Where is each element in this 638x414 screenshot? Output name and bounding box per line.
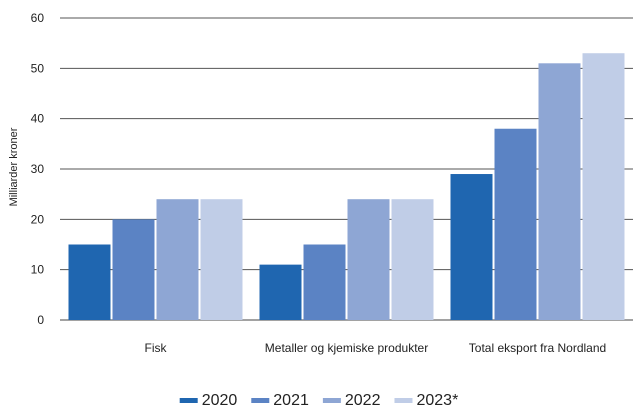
y-axis-title: Milliarder kroner (8, 127, 20, 206)
bar-2020-2 (450, 174, 493, 320)
bar-2021-2 (494, 128, 537, 320)
bar-2023-1 (391, 199, 434, 320)
bar-2023-2 (582, 53, 625, 320)
bar-2020-1 (259, 264, 302, 320)
bar-2020-0 (68, 244, 111, 320)
y-tick-label: 0 (37, 313, 44, 327)
legend-label: 2021 (273, 392, 309, 409)
bar-2022-0 (156, 199, 199, 320)
bar-2021-0 (112, 219, 155, 320)
bar-2021-1 (303, 244, 346, 320)
y-tick-label: 20 (31, 212, 45, 226)
x-axis-category-labels: Fisk Metaller og kjemiske produkter Total … (145, 341, 607, 355)
x-category-label: Metaller og kjemiske produkter (265, 341, 428, 355)
y-tick-label: 60 (31, 11, 45, 25)
y-tick-label: 30 (31, 162, 45, 176)
gridlines (60, 17, 633, 321)
legend-label: 2022 (345, 392, 381, 409)
bar-2022-1 (347, 199, 390, 320)
legend-label: 2020 (202, 392, 238, 409)
legend-label: 2023* (416, 392, 458, 409)
legend: 2020 2021 2022 2023* (179, 392, 458, 409)
y-tick-label: 50 (31, 61, 45, 75)
y-tick-label: 40 (31, 112, 45, 126)
legend-swatch (251, 398, 270, 403)
legend-swatch (179, 398, 198, 403)
x-category-label: Fisk (145, 341, 168, 355)
y-axis-ticks: 0 10 20 30 40 50 60 (31, 11, 45, 327)
bars (68, 53, 625, 321)
legend-swatch (394, 398, 413, 403)
x-category-label: Total eksport fra Nordland (469, 341, 606, 355)
bar-2022-2 (538, 63, 581, 321)
y-tick-label: 10 (31, 263, 45, 277)
bar-2023-0 (200, 199, 243, 320)
legend-swatch (322, 398, 341, 403)
